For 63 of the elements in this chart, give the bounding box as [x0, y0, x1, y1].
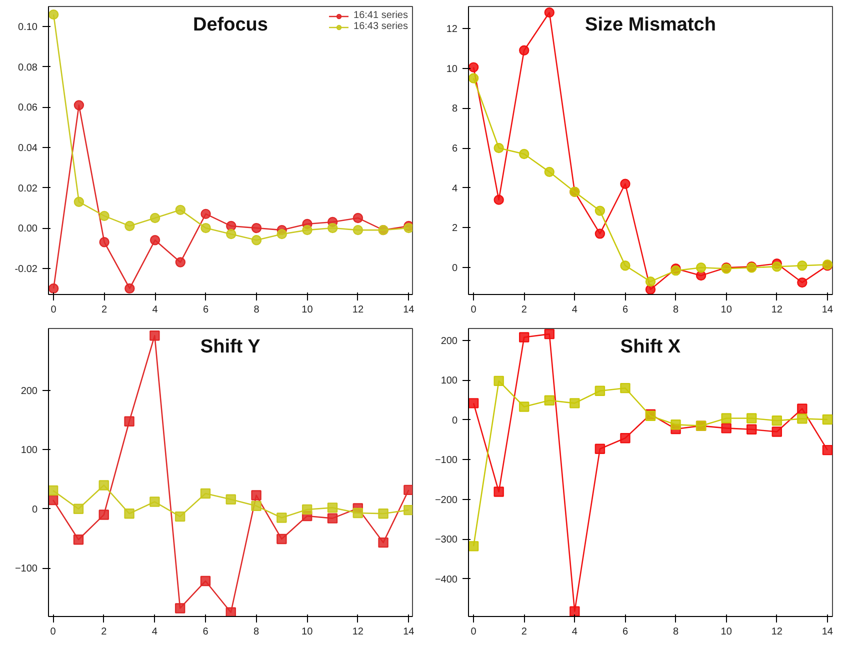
y-tick-label: 0.10 — [18, 22, 38, 34]
chart-title: Shift Y — [200, 336, 261, 358]
chart-title: Shift X — [620, 336, 681, 358]
y-tick-label: −100 — [434, 455, 458, 466]
x-tick-label: 10 — [720, 304, 732, 316]
y-tick-label: 0 — [32, 504, 38, 516]
chart-title: Size Mismatch — [585, 14, 716, 36]
y-tick-label: −100 — [14, 564, 38, 575]
y-tick-label: 0 — [452, 415, 458, 426]
x-tick-label: 12 — [352, 304, 364, 316]
x-tick-label: 6 — [202, 626, 209, 638]
x-tick-label: 2 — [102, 304, 108, 316]
x-tick-label: 6 — [622, 626, 628, 638]
y-tick-label: 0.02 — [18, 183, 38, 194]
y-tick-label: 6 — [452, 144, 458, 155]
y-tick-label: 10 — [446, 64, 458, 75]
x-tick-label: 6 — [202, 304, 209, 316]
x-tick-label: 14 — [403, 626, 415, 638]
x-tick-label: 0 — [50, 626, 56, 638]
x-tick-label: 8 — [672, 304, 679, 316]
y-tick-label: -0.02 — [14, 264, 38, 275]
y-tick-label: 200 — [440, 336, 458, 347]
x-tick-label: 8 — [254, 626, 260, 638]
x-tick-label: 4 — [152, 304, 158, 316]
y-tick-label: 0.06 — [18, 102, 38, 114]
x-tick-label: 4 — [572, 304, 578, 316]
y-tick-label: 4 — [452, 183, 458, 194]
y-tick-label: 8 — [452, 104, 458, 115]
legend-label: 16:41 series — [354, 10, 408, 21]
chart-title: Defocus — [193, 14, 268, 36]
x-tick-label: 2 — [101, 626, 108, 638]
y-tick-label: −300 — [434, 534, 458, 546]
y-tick-label: 12 — [446, 24, 458, 35]
legend-label: 16:43 series — [354, 21, 408, 32]
x-tick-label: 8 — [254, 304, 260, 316]
x-tick-label: 0 — [470, 626, 477, 638]
y-tick-label: 0.00 — [18, 224, 38, 235]
x-tick-label: 8 — [672, 626, 679, 638]
y-tick-label: −400 — [434, 574, 458, 586]
y-tick-label: 100 — [20, 445, 38, 456]
x-tick-label: 14 — [822, 626, 834, 638]
y-tick-label: 200 — [20, 386, 38, 398]
y-tick-label: 0.04 — [18, 142, 38, 154]
x-tick-label: 2 — [521, 304, 528, 316]
y-tick-label: −200 — [434, 494, 458, 506]
x-tick-label: 10 — [302, 626, 314, 638]
x-tick-label: 12 — [352, 626, 364, 638]
y-tick-label: 0 — [452, 263, 458, 274]
y-tick-label: 0.08 — [18, 62, 38, 74]
y-tick-label: 2 — [452, 223, 458, 234]
x-tick-label: 0 — [470, 304, 477, 316]
x-tick-label: 2 — [521, 626, 528, 638]
x-tick-label: 0 — [50, 304, 57, 316]
x-tick-label: 12 — [771, 304, 783, 316]
x-tick-label: 10 — [302, 304, 314, 316]
y-tick-label: 100 — [440, 376, 458, 387]
x-tick-label: 12 — [771, 626, 783, 638]
x-tick-label: 4 — [152, 626, 158, 638]
x-tick-label: 14 — [403, 304, 415, 316]
x-tick-label: 4 — [572, 626, 578, 638]
x-tick-label: 10 — [720, 626, 732, 638]
x-tick-label: 6 — [622, 304, 628, 316]
x-tick-label: 14 — [822, 304, 834, 316]
